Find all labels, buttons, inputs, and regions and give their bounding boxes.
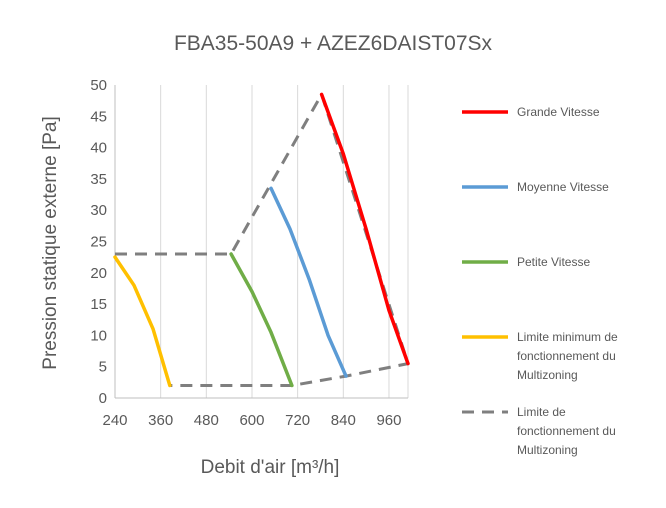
legend-label-line: Moyenne Vitesse — [517, 180, 609, 194]
legend-label-line: fonctionnement du — [517, 424, 616, 438]
x-tick-label: 720 — [285, 412, 310, 429]
x-axis-label: Debit d'air [m³/h] — [201, 457, 340, 478]
legend-label-limite-minimum-de-fonctionnement-du-multizoning: Limite minimum de fonctionnement du Multiz… — [517, 330, 618, 382]
y-tick-label: 10 — [90, 327, 107, 344]
legend-label-limite-de-fonctionnement-du-multizoning: Limite de fonctionnement du Multizoning — [517, 405, 616, 457]
series-line-moyenne-vitesse — [269, 186, 348, 378]
chart-title: FBA35-50A9 + AZEZ6DAIST07Sx — [174, 32, 493, 55]
x-tick-label: 600 — [239, 412, 264, 429]
legend-label-grande-vitesse: Grande Vitesse — [517, 105, 600, 119]
x-tick-label: 840 — [331, 412, 356, 429]
legend-label-line: Multizoning — [517, 443, 578, 457]
series-line-limite-minimum-de-fonctionnement-du-multizoning — [113, 255, 172, 388]
legend-label-line: fonctionnement du — [517, 349, 616, 363]
series-layer — [113, 92, 410, 388]
y-axis-label: Pression statique externe [Pa] — [40, 116, 61, 369]
series-line-grande-vitesse — [319, 92, 410, 366]
x-tick-label: 240 — [102, 412, 127, 429]
series-line-petite-vitesse — [229, 252, 294, 388]
y-tick-label: 5 — [99, 359, 107, 376]
x-tick-label: 360 — [148, 412, 173, 429]
legend-label-line: Petite Vitesse — [517, 255, 590, 269]
y-tick-label: 40 — [90, 140, 107, 157]
legend-label-line: Grande Vitesse — [517, 105, 600, 119]
y-tick-label: 35 — [90, 171, 107, 188]
legend-label-line: Limite de — [517, 405, 566, 419]
y-tick-label: 25 — [90, 234, 107, 251]
y-tick-label: 30 — [90, 202, 107, 219]
axis-layer: 0 5 10 15 20 25 30 35 40 45 50 240 360 480 600 720 840 96… — [90, 77, 408, 429]
x-tick-label: 480 — [194, 412, 219, 429]
legend-label-moyenne-vitesse: Moyenne Vitesse — [517, 180, 609, 194]
x-tick-label: 960 — [376, 412, 401, 429]
y-tick-label: 45 — [90, 108, 107, 125]
y-tick-label: 50 — [90, 77, 107, 94]
legend: Grande Vitesse Moyenne Vitesse Petite Vite… — [462, 105, 618, 457]
y-tick-label: 0 — [99, 390, 107, 407]
legend-label-line: Limite minimum de — [517, 330, 618, 344]
legend-label-petite-vitesse: Petite Vitesse — [517, 255, 590, 269]
legend-label-line: Multizoning — [517, 368, 578, 382]
y-tick-label: 20 — [90, 265, 107, 282]
y-tick-label: 15 — [90, 296, 107, 313]
